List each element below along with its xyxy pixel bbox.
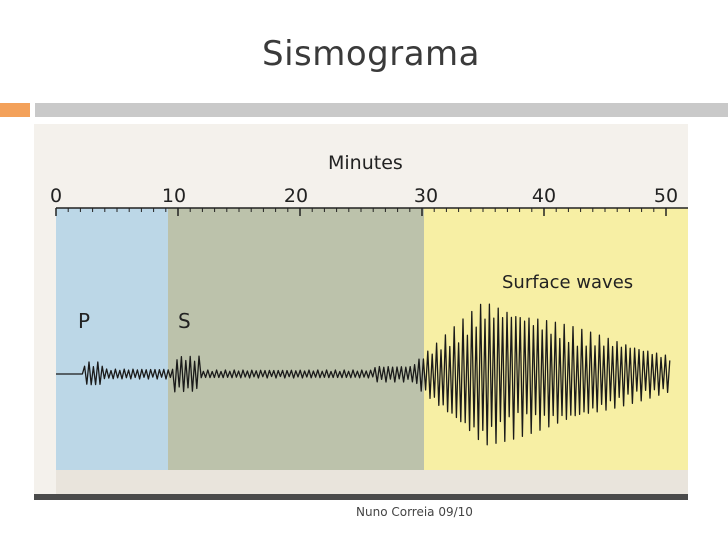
- time-ticks: [55, 208, 667, 216]
- s-wave-label: S: [178, 309, 191, 333]
- title-accent-bar: [0, 103, 30, 117]
- tick-label-50: 50: [654, 185, 678, 207]
- axis-title: Minutes: [328, 152, 403, 174]
- figure-bottom-margin: [56, 470, 688, 494]
- tick-label-30: 30: [414, 185, 438, 207]
- s-wave-zone: [168, 208, 424, 470]
- tick-label-10: 10: [162, 185, 186, 207]
- tick-label-20: 20: [284, 185, 308, 207]
- p-wave-zone: [56, 208, 168, 470]
- seismogram-trace: [56, 303, 671, 446]
- seismogram-figure: Minutes 0 10 20 30 40 50 P S Surface wav…: [34, 124, 688, 500]
- seismogram-svg: Minutes 0 10 20 30 40 50 P S Surface wav…: [34, 124, 688, 494]
- surface-waves-label: Surface waves: [502, 272, 633, 293]
- tick-label-40: 40: [532, 185, 556, 207]
- slide-footer: Nuno Correia 09/10: [356, 505, 473, 519]
- p-wave-label: P: [78, 309, 90, 333]
- slide-title: Sismograma: [262, 34, 481, 74]
- tick-label-0: 0: [50, 185, 62, 207]
- title-divider-bar: [35, 103, 728, 117]
